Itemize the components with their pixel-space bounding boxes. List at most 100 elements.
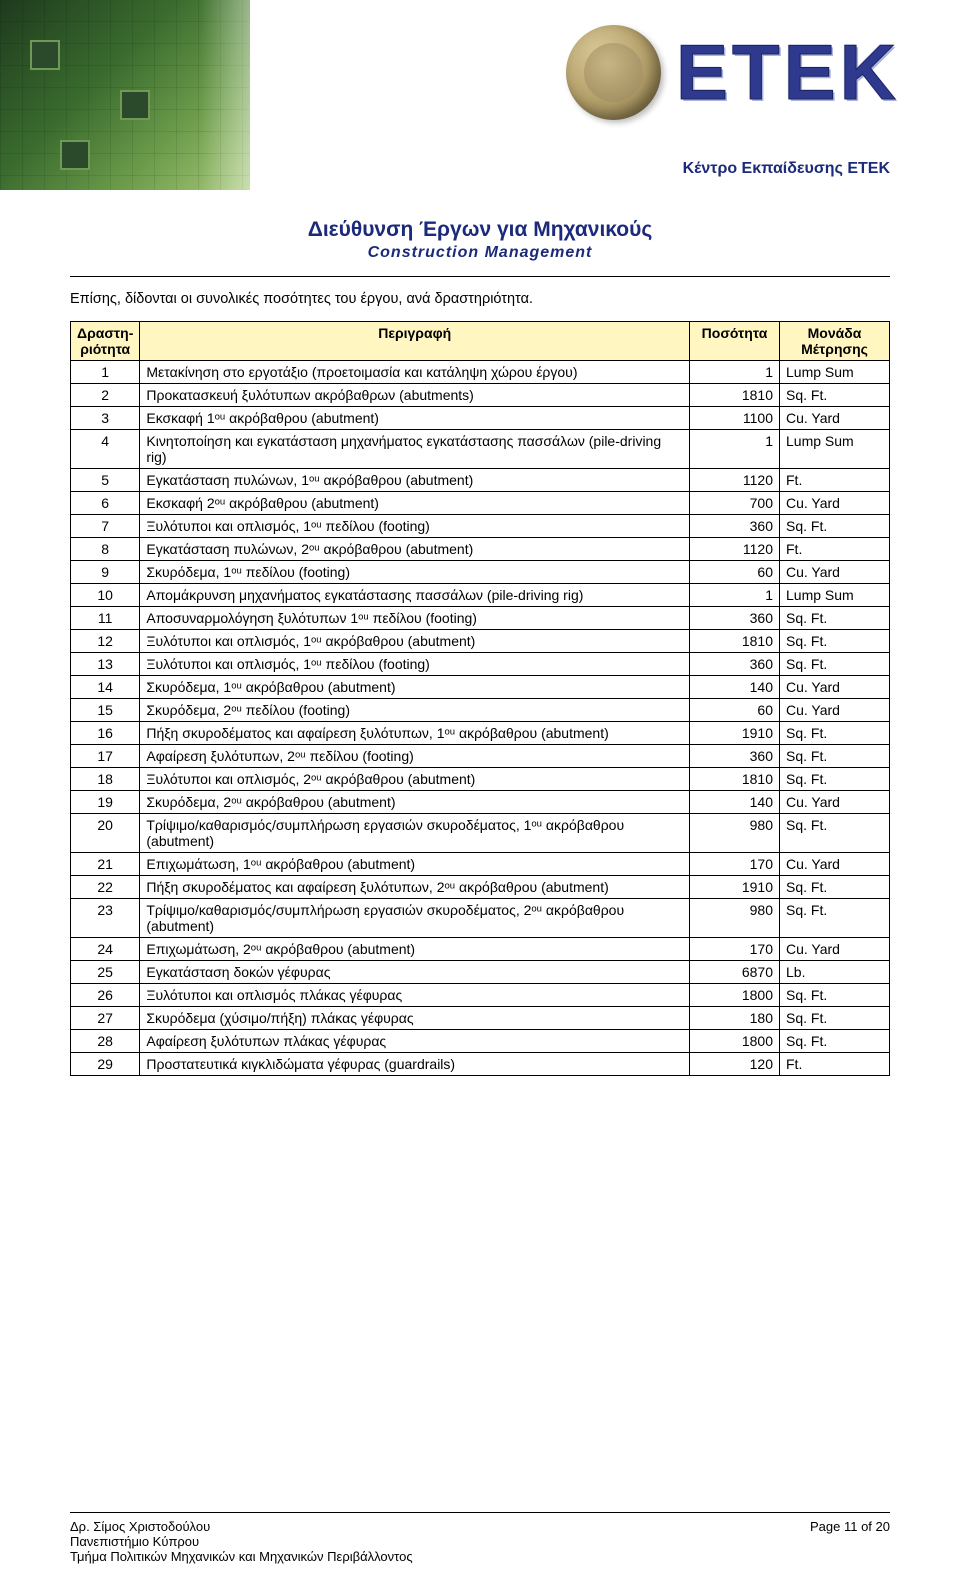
cell-activity-number: 13: [71, 653, 140, 676]
banner-fade: [200, 0, 380, 190]
col-unit: ΜονάδαΜέτρησης: [780, 322, 890, 361]
cell-activity-number: 26: [71, 984, 140, 1007]
cell-activity-number: 4: [71, 430, 140, 469]
cell-unit: Lb.: [780, 961, 890, 984]
footer-university: Πανεπιστήμιο Κύπρου: [70, 1534, 890, 1549]
cell-unit: Sq. Ft.: [780, 814, 890, 853]
cell-description: Σκυρόδεμα, 1ᵒᵘ πεδίλου (footing): [140, 561, 690, 584]
footer-author: Δρ. Σίμος Χριστοδούλου: [70, 1519, 210, 1534]
cell-quantity: 1800: [690, 984, 780, 1007]
cell-quantity: 980: [690, 899, 780, 938]
cell-quantity: 700: [690, 492, 780, 515]
cell-description: Σκυρόδεμα, 1ᵒᵘ ακρόβαθρου (abutment): [140, 676, 690, 699]
cell-activity-number: 10: [71, 584, 140, 607]
table-row: 26Ξυλότυποι και οπλισμός πλάκας γέφυρας1…: [71, 984, 890, 1007]
table-row: 23Τρίψιμο/καθαρισμός/συμπλήρωση εργασιών…: [71, 899, 890, 938]
cell-quantity: 1100: [690, 407, 780, 430]
cell-quantity: 170: [690, 938, 780, 961]
table-row: 24Επιχωμάτωση, 2ᵒᵘ ακρόβαθρου (abutment)…: [71, 938, 890, 961]
cell-unit: Cu. Yard: [780, 561, 890, 584]
title-rule: [70, 276, 890, 277]
cell-quantity: 360: [690, 745, 780, 768]
cell-description: Εγκατάσταση πυλώνων, 1ᵒᵘ ακρόβαθρου (abu…: [140, 469, 690, 492]
cell-activity-number: 24: [71, 938, 140, 961]
table-row: 13Ξυλότυποι και οπλισμός, 1ᵒᵘ πεδίλου (f…: [71, 653, 890, 676]
footer-department: Τμήμα Πολιτικών Μηχανικών και Μηχανικών …: [70, 1549, 890, 1564]
cell-description: Τρίψιμο/καθαρισμός/συμπλήρωση εργασιών σ…: [140, 899, 690, 938]
cell-description: Προστατευτικά κιγκλιδώματα γέφυρας (guar…: [140, 1053, 690, 1076]
cell-unit: Sq. Ft.: [780, 722, 890, 745]
col-activity: Δραστη-ριότητα: [71, 322, 140, 361]
cell-quantity: 1: [690, 430, 780, 469]
cell-description: Πήξη σκυροδέματος και αφαίρεση ξυλότυπων…: [140, 876, 690, 899]
table-row: 5Εγκατάσταση πυλώνων, 1ᵒᵘ ακρόβαθρου (ab…: [71, 469, 890, 492]
table-row: 17Αφαίρεση ξυλότυπων, 2ᵒᵘ πεδίλου (footi…: [71, 745, 890, 768]
cell-quantity: 1120: [690, 538, 780, 561]
cell-activity-number: 14: [71, 676, 140, 699]
cell-description: Εκσκαφή 1ᵒᵘ ακρόβαθρου (abutment): [140, 407, 690, 430]
cell-activity-number: 22: [71, 876, 140, 899]
cell-unit: Lump Sum: [780, 584, 890, 607]
cell-unit: Cu. Yard: [780, 938, 890, 961]
cell-description: Ξυλότυποι και οπλισμός, 1ᵒᵘ ακρόβαθρου (…: [140, 630, 690, 653]
footer-rule: [70, 1512, 890, 1513]
cell-description: Σκυρόδεμα (χύσιμο/πήξη) πλάκας γέφυρας: [140, 1007, 690, 1030]
cell-activity-number: 29: [71, 1053, 140, 1076]
cell-quantity: 1810: [690, 768, 780, 791]
cell-unit: Sq. Ft.: [780, 876, 890, 899]
cell-unit: Cu. Yard: [780, 699, 890, 722]
cell-activity-number: 16: [71, 722, 140, 745]
cell-description: Ξυλότυποι και οπλισμός, 2ᵒᵘ ακρόβαθρου (…: [140, 768, 690, 791]
cell-activity-number: 7: [71, 515, 140, 538]
table-row: 6Εκσκαφή 2ᵒᵘ ακρόβαθρου (abutment)700Cu.…: [71, 492, 890, 515]
cell-quantity: 60: [690, 561, 780, 584]
cell-description: Επιχωμάτωση, 2ᵒᵘ ακρόβαθρου (abutment): [140, 938, 690, 961]
cell-unit: Sq. Ft.: [780, 1007, 890, 1030]
cell-unit: Sq. Ft.: [780, 515, 890, 538]
table-row: 20Τρίψιμο/καθαρισμός/συμπλήρωση εργασιών…: [71, 814, 890, 853]
chip-icon: [60, 140, 90, 170]
page: ETEK Κέντρο Εκπαίδευσης ΕΤΕΚ Διεύθυνση Έ…: [0, 0, 960, 1594]
chip-icon: [30, 40, 60, 70]
cell-quantity: 360: [690, 607, 780, 630]
logo-text: ETEK: [676, 27, 900, 118]
cell-quantity: 140: [690, 676, 780, 699]
page-footer: Δρ. Σίμος Χριστοδούλου Page 11 of 20 Παν…: [70, 1508, 890, 1564]
cell-quantity: 1: [690, 584, 780, 607]
cell-activity-number: 1: [71, 361, 140, 384]
intro-paragraph: Επίσης, δίδονται οι συνολικές ποσότητες …: [70, 291, 890, 307]
table-row: 19Σκυρόδεμα, 2ᵒᵘ ακρόβαθρου (abutment)14…: [71, 791, 890, 814]
cell-quantity: 980: [690, 814, 780, 853]
cell-activity-number: 25: [71, 961, 140, 984]
footer-page-number: Page 11 of 20: [810, 1519, 890, 1534]
cell-unit: Sq. Ft.: [780, 607, 890, 630]
cell-activity-number: 8: [71, 538, 140, 561]
cell-quantity: 120: [690, 1053, 780, 1076]
cell-activity-number: 27: [71, 1007, 140, 1030]
cell-unit: Cu. Yard: [780, 492, 890, 515]
banner: ETEK Κέντρο Εκπαίδευσης ΕΤΕΚ: [0, 0, 960, 190]
cell-description: Εγκατάσταση δοκών γέφυρας: [140, 961, 690, 984]
cell-unit: Sq. Ft.: [780, 630, 890, 653]
cell-unit: Ft.: [780, 469, 890, 492]
cell-unit: Cu. Yard: [780, 853, 890, 876]
cell-unit: Ft.: [780, 538, 890, 561]
table-header-row: Δραστη-ριότητα Περιγραφή Ποσότητα Μονάδα…: [71, 322, 890, 361]
cell-quantity: 1: [690, 361, 780, 384]
cell-description: Επιχωμάτωση, 1ᵒᵘ ακρόβαθρου (abutment): [140, 853, 690, 876]
cell-unit: Cu. Yard: [780, 791, 890, 814]
table-row: 27Σκυρόδεμα (χύσιμο/πήξη) πλάκας γέφυρας…: [71, 1007, 890, 1030]
cell-activity-number: 9: [71, 561, 140, 584]
table-row: 10Απομάκρυνση μηχανήματος εγκατάστασης π…: [71, 584, 890, 607]
cell-activity-number: 11: [71, 607, 140, 630]
cell-quantity: 1910: [690, 876, 780, 899]
chip-icon: [120, 90, 150, 120]
cell-activity-number: 6: [71, 492, 140, 515]
cell-activity-number: 17: [71, 745, 140, 768]
cell-activity-number: 3: [71, 407, 140, 430]
table-row: 14Σκυρόδεμα, 1ᵒᵘ ακρόβαθρου (abutment)14…: [71, 676, 890, 699]
table-row: 28Αφαίρεση ξυλότυπων πλάκας γέφυρας1800S…: [71, 1030, 890, 1053]
cell-description: Σκυρόδεμα, 2ᵒᵘ ακρόβαθρου (abutment): [140, 791, 690, 814]
cell-unit: Sq. Ft.: [780, 745, 890, 768]
cell-description: Ξυλότυποι και οπλισμός, 1ᵒᵘ πεδίλου (foo…: [140, 515, 690, 538]
